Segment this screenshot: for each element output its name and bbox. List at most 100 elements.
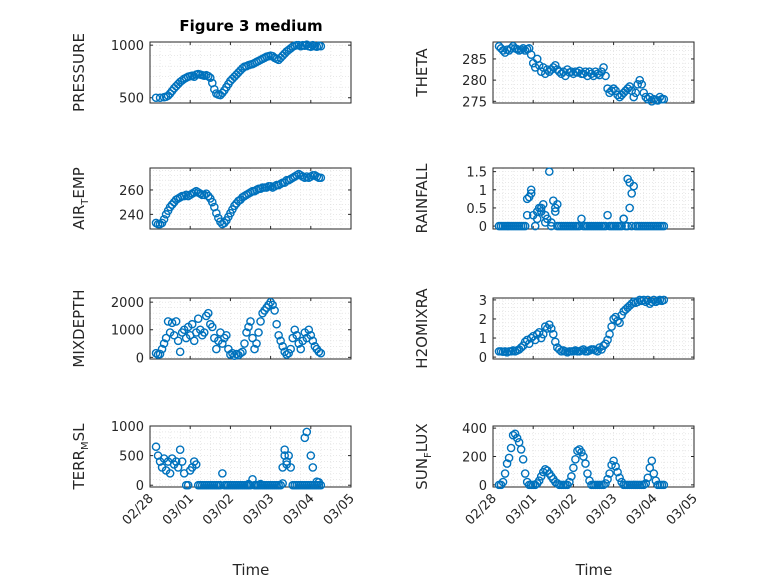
data-point [516, 343, 526, 352]
x-tick-label: 03/02 [200, 491, 237, 528]
data-point [551, 337, 560, 347]
data-point [216, 480, 225, 490]
data-point [538, 329, 548, 339]
data-point [502, 459, 512, 468]
y-axis-label: PRESSURE [70, 33, 88, 112]
data-point [615, 318, 624, 328]
data-point [316, 173, 326, 183]
data-point [633, 80, 643, 89]
data-point [631, 88, 641, 98]
x-tick-label: 03/02 [543, 491, 580, 528]
y-tick-label: 0 [479, 479, 487, 494]
data-point [210, 85, 219, 94]
x-tick-label: 03/01 [503, 491, 540, 528]
data-point [498, 46, 508, 55]
axes-box [149, 167, 352, 230]
data-point [659, 295, 669, 305]
y-axis-label-main: THETA [413, 48, 431, 98]
panel-air-temp: 240 260 AIRTEMP [70, 167, 352, 230]
y-axis-label: MIXDEPTH [70, 289, 88, 367]
data-point [625, 178, 634, 187]
data-point [280, 451, 289, 460]
y-tick-label: 0 [136, 479, 144, 494]
data-point [609, 314, 618, 324]
data-point [647, 297, 657, 307]
data-point [244, 322, 253, 332]
data-point [278, 479, 287, 488]
data-point [565, 477, 574, 487]
data-point [306, 330, 316, 340]
y-tick-label: 275 [462, 95, 487, 110]
x-tick-label: 02/28 [120, 491, 157, 528]
data-point [553, 200, 562, 209]
y-axis-label-main: AIR [70, 205, 88, 230]
data-point [603, 474, 612, 484]
data-point [605, 329, 614, 339]
data-point [546, 221, 556, 231]
data-point [203, 71, 213, 81]
data-point [248, 333, 257, 343]
data-point [573, 446, 582, 456]
y-tick-label: 0 [136, 351, 144, 366]
data-point [175, 347, 185, 357]
data-point [203, 308, 213, 318]
x-tick-label: 03/03 [240, 491, 277, 528]
y-tick-label: 2 [479, 313, 487, 328]
data-point [526, 50, 536, 60]
y-axis-label-tail: SL [70, 423, 88, 442]
y-axis-label-main: H2OMIXRA [413, 288, 431, 369]
x-axis-label-right: Time [575, 561, 613, 579]
data-point [639, 295, 649, 305]
data-point [506, 44, 516, 53]
data-point [595, 343, 604, 352]
y-tick-label: 1000 [111, 39, 144, 54]
data-point [579, 345, 588, 354]
data-point [551, 60, 560, 70]
data-point [522, 210, 532, 220]
data-point [611, 462, 620, 471]
data-point [516, 445, 526, 454]
x-axis-label-left: Time [232, 561, 270, 579]
data-point [177, 457, 187, 466]
y-axis-label-subscript: F [423, 452, 434, 458]
data-point [155, 349, 165, 359]
data-point [619, 214, 628, 224]
data-point [173, 336, 183, 346]
data-point [159, 339, 169, 348]
data-point [290, 325, 300, 335]
y-tick-label: 400 [462, 422, 487, 437]
y-tick-label: 1 [479, 332, 487, 347]
data-point [151, 442, 161, 452]
axes-box [492, 297, 695, 360]
data-point [236, 348, 245, 358]
data-point [163, 317, 173, 326]
data-point [623, 221, 632, 231]
y-axis-label-main: MIXDEPTH [70, 289, 88, 367]
data-point [512, 433, 522, 443]
data-point [540, 210, 550, 220]
data-point [609, 456, 618, 466]
data-point [613, 316, 622, 326]
data-point [191, 460, 201, 469]
y-tick-label: 1.5 [466, 166, 487, 181]
y-tick-label: 1000 [111, 324, 144, 339]
data-point [155, 93, 165, 103]
data-point [615, 473, 624, 483]
data-point [641, 479, 651, 488]
data-point [276, 480, 285, 490]
y-tick-label: 1000 [111, 420, 144, 435]
data-point [498, 477, 508, 487]
data-point [520, 469, 530, 478]
data-point [157, 344, 167, 354]
data-point [520, 337, 530, 347]
y-axis-label-subscript: T [80, 198, 91, 206]
data-point [637, 80, 647, 89]
data-point [270, 306, 279, 315]
y-axis-label: SUNFLUX [413, 423, 434, 489]
data-point [280, 445, 289, 454]
data-point [555, 67, 564, 76]
data-point [208, 322, 217, 332]
data-point [544, 167, 554, 176]
data-point [274, 330, 283, 340]
data-point [647, 456, 657, 466]
